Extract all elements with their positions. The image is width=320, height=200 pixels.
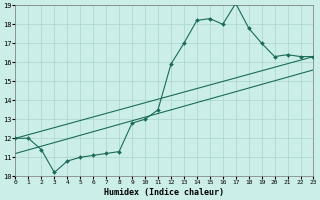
X-axis label: Humidex (Indice chaleur): Humidex (Indice chaleur) <box>104 188 224 197</box>
